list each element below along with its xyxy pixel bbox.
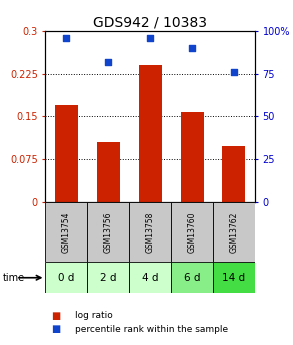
Bar	[97, 142, 120, 202]
Bar	[222, 146, 246, 202]
Text: 14 d: 14 d	[222, 273, 246, 283]
Text: ■: ■	[51, 311, 61, 321]
Text: 2 d: 2 d	[100, 273, 117, 283]
Text: GSM13756: GSM13756	[104, 211, 113, 253]
Text: 4 d: 4 d	[142, 273, 159, 283]
Title: GDS942 / 10383: GDS942 / 10383	[93, 16, 207, 30]
Text: GSM13762: GSM13762	[229, 211, 239, 253]
Text: log ratio: log ratio	[75, 311, 113, 320]
Text: 0 d: 0 d	[58, 273, 74, 283]
Bar	[129, 202, 171, 262]
Bar	[129, 262, 171, 293]
Point	[231, 69, 236, 75]
Point	[106, 59, 111, 65]
Bar	[45, 262, 87, 293]
Bar	[213, 262, 255, 293]
Text: percentile rank within the sample: percentile rank within the sample	[75, 325, 228, 334]
Text: 6 d: 6 d	[184, 273, 200, 283]
Bar	[171, 202, 213, 262]
Bar	[213, 202, 255, 262]
Bar	[139, 65, 162, 202]
Text: GSM13758: GSM13758	[146, 211, 155, 253]
Bar	[87, 262, 129, 293]
Point	[64, 35, 69, 41]
Text: GSM13760: GSM13760	[188, 211, 197, 253]
Bar	[45, 202, 87, 262]
Point	[190, 45, 195, 51]
Bar	[171, 262, 213, 293]
Text: ■: ■	[51, 325, 61, 334]
Bar	[87, 202, 129, 262]
Bar	[55, 105, 78, 202]
Bar	[180, 112, 204, 202]
Point	[148, 35, 152, 41]
Text: GSM13754: GSM13754	[62, 211, 71, 253]
Text: time: time	[3, 273, 25, 283]
